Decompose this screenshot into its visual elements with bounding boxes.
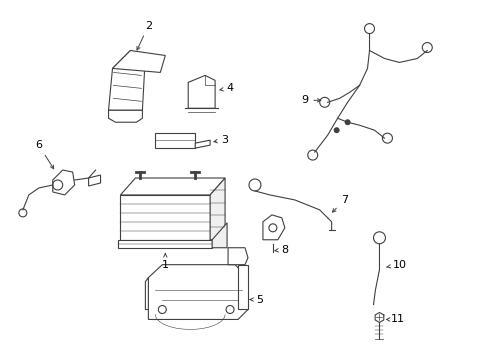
- Circle shape: [333, 127, 339, 133]
- Text: 1: 1: [162, 254, 168, 270]
- Text: 2: 2: [137, 21, 152, 50]
- Text: 8: 8: [274, 245, 288, 255]
- Polygon shape: [210, 178, 224, 240]
- Polygon shape: [112, 50, 165, 72]
- Polygon shape: [108, 110, 142, 122]
- Text: 3: 3: [214, 135, 228, 145]
- Polygon shape: [108, 50, 145, 110]
- Polygon shape: [155, 133, 195, 148]
- Polygon shape: [120, 178, 224, 195]
- Circle shape: [344, 119, 350, 125]
- Polygon shape: [212, 223, 226, 248]
- Polygon shape: [88, 175, 101, 186]
- Text: 5: 5: [249, 294, 263, 305]
- Polygon shape: [120, 195, 210, 240]
- Polygon shape: [263, 215, 285, 240]
- Text: 7: 7: [332, 195, 347, 212]
- Polygon shape: [145, 278, 148, 310]
- Text: 6: 6: [35, 140, 54, 169]
- Polygon shape: [238, 265, 247, 310]
- Polygon shape: [227, 248, 247, 265]
- Polygon shape: [148, 265, 247, 319]
- Polygon shape: [118, 240, 212, 248]
- Text: 4: 4: [220, 84, 233, 93]
- Polygon shape: [188, 75, 215, 108]
- Polygon shape: [195, 140, 210, 148]
- Text: 10: 10: [386, 260, 406, 270]
- Polygon shape: [53, 170, 75, 195]
- Text: 11: 11: [386, 314, 404, 324]
- Text: 9: 9: [301, 95, 320, 105]
